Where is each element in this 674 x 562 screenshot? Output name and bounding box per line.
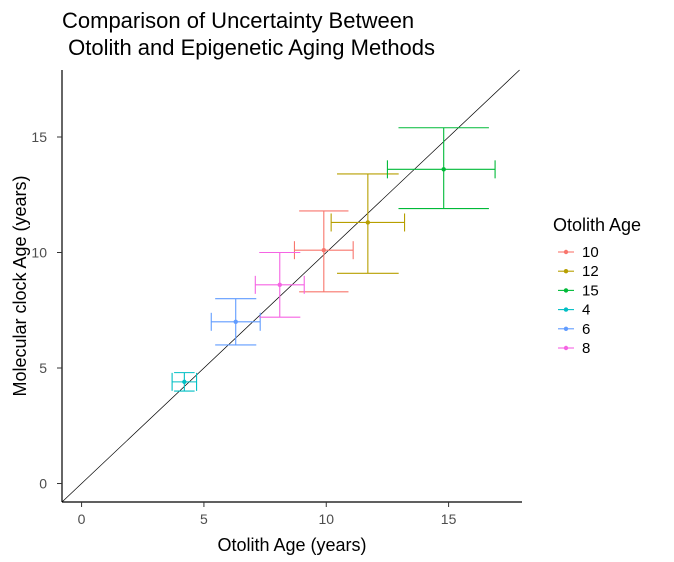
series-15: [386, 127, 496, 210]
legend-key-point: [563, 288, 569, 293]
legend: Otolith Age 10 12 15 4 6 8: [553, 215, 641, 357]
data-point: [182, 379, 187, 385]
y-ticks: 0 5 10 15: [31, 129, 62, 492]
data-point: [365, 220, 371, 225]
data-point: [233, 319, 238, 325]
legend-key-point: [563, 326, 569, 331]
legend-label: 6: [582, 321, 590, 338]
chart-title-line-1: Comparison of Uncertainty Between: [62, 8, 414, 33]
legend-item-4: 4: [558, 302, 590, 319]
series-6: [210, 298, 261, 346]
data-point: [441, 167, 446, 172]
x-axis-title: Otolith Age (years): [217, 535, 366, 555]
legend-label: 15: [582, 282, 599, 299]
data-point: [321, 247, 327, 253]
reference-line: [61, 69, 520, 503]
legend-label: 10: [582, 244, 599, 261]
x-tick-label: 0: [78, 511, 86, 527]
x-tick-label: 5: [200, 511, 208, 527]
x-tick-label: 15: [441, 511, 457, 527]
legend-label: 4: [582, 302, 590, 319]
y-tick-label: 0: [39, 476, 47, 492]
legend-key-point: [563, 307, 569, 312]
y-tick-label: 5: [39, 360, 47, 376]
legend-item-12: 12: [558, 263, 599, 280]
legend-label: 12: [582, 263, 599, 280]
legend-title: Otolith Age: [553, 215, 641, 235]
y-tick-label: 15: [31, 129, 47, 145]
series-4: [171, 372, 198, 392]
legend-item-15: 15: [558, 282, 599, 299]
plot-area: [61, 69, 520, 503]
series-10: [293, 210, 354, 293]
x-tick-label: 10: [318, 511, 334, 527]
legend-key-point: [563, 345, 569, 351]
data-point: [277, 282, 282, 288]
legend-key-point: [563, 269, 569, 274]
chart-title-line-2: Otolith and Epigenetic Aging Methods: [62, 35, 435, 60]
legend-label: 8: [582, 340, 590, 357]
y-axis-title: Molecular clock Age (years): [10, 175, 30, 396]
legend-item-10: 10: [558, 244, 599, 261]
legend-item-6: 6: [558, 321, 590, 338]
legend-key-point: [563, 249, 569, 255]
series-8: [254, 251, 305, 318]
legend-item-8: 8: [558, 340, 590, 357]
x-ticks: 0 5 10 15: [78, 502, 457, 527]
y-tick-label: 10: [31, 245, 47, 261]
series-12: [330, 173, 406, 274]
